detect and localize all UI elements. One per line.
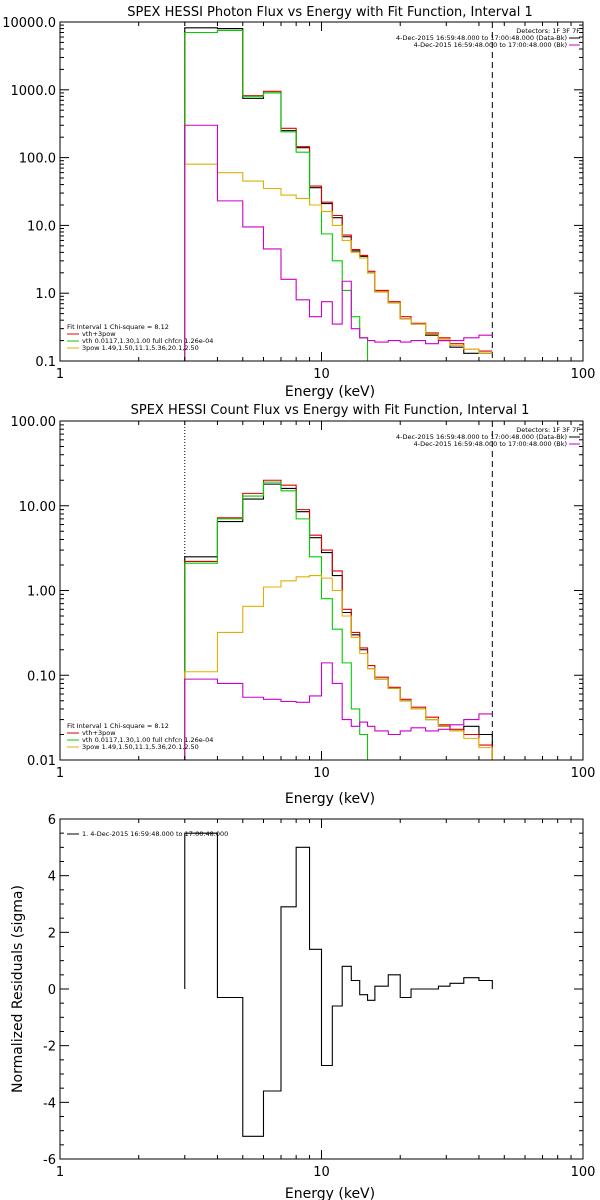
y-tick-label: 0.1 [35,355,56,370]
x-tick-label: 1 [56,1165,64,1180]
x-tick-label: 10 [313,766,330,781]
y-tick-label: 6 [48,813,56,828]
legend-left-text: 3pow 1.49,1.50,11.1,5.36,20.1,2.50 [82,344,199,352]
count-flux-xlabel: Energy (keV) [285,791,375,807]
y-tick-label: 0 [48,983,56,998]
count-flux-legend: Detectors: 1F 3F 7F4-Dec-2015 16:59:48.0… [67,426,580,751]
series-bk-line [184,662,493,760]
residuals-xlabel: Energy (keV) [285,1186,375,1200]
legend-left-text: vth 0.0117,1.30,1.00 full chfcn 1.26e-04 [82,337,213,345]
legend-right-text: 4-Dec-2015 16:59:48.000 to 17:00:48.000 … [396,433,567,441]
legend-right-text: 4-Dec-2015 16:59:48.000 to 17:00:48.000 … [396,34,567,42]
residuals-axes: 1 10 100 -6 -4 -2 0 2 4 6 [43,813,595,1180]
y-tick-label: -2 [43,1040,56,1055]
legend-left-text: vth+3pow [82,729,116,737]
photon-flux-xlabel: Energy (keV) [285,384,375,400]
photon-flux-legend: Detectors: 1F 3F 7F4-Dec-2015 16:59:48.0… [67,27,580,352]
x-tick-label: 1 [56,766,64,781]
legend-left-text: Fit Interval 1 Chi-square = 8.12 [67,722,169,730]
legend-left-text: vth 0.0117,1.30,1.00 full chfcn 1.26e-04 [82,736,213,744]
y-tick-label: 100.00 [11,415,57,430]
series-residuals-line [184,832,493,1137]
y-tick-label: 10.00 [19,500,56,515]
legend-left-text: vth+3pow [82,330,116,338]
residuals-ylabel: Normalized Residuals (sigma) [10,885,26,1093]
y-tick-label: 1.0 [35,287,56,302]
y-tick-label: 4 [48,870,56,885]
y-tick-label: 1000.0 [11,84,57,99]
y-tick-label: 1.00 [27,585,56,600]
x-tick-label: 1 [56,367,64,382]
series-3pow-line [184,163,493,361]
y-tick-label: 2 [48,926,56,941]
legend-left-text: Fit Interval 1 Chi-square = 8.12 [67,323,169,331]
legend-right-text: 4-Dec-2015 16:59:48.000 to 17:00:48.000 … [414,440,567,448]
legend-left-text: 3pow 1.49,1.50,11.1,5.36,20.1,2.50 [82,743,199,751]
y-tick-label: 10000.0 [2,16,56,31]
legend-right-text: 4-Dec-2015 16:59:48.000 to 17:00:48.000 … [414,41,567,49]
y-tick-label: 0.01 [27,754,56,769]
legend-right-text: Detectors: 1F 3F 7F [516,27,580,35]
y-tick-label: -6 [43,1153,56,1168]
series-bk-line [184,124,493,361]
y-tick-label: 0.10 [27,669,56,684]
photon-flux-title: SPEX HESSI Photon Flux vs Energy with Fi… [127,5,533,20]
y-tick-label: 100.0 [19,152,56,167]
residuals-panel: 1 10 100 -6 -4 -2 0 2 4 6 Energy (keV) Normalized… [10,813,595,1200]
count-flux-panel: SPEX HESSI Count Flux vs Energy with Fit… [11,403,596,807]
legend-left-text: 1. 4-Dec-2015 16:59:48.000 to 17:00:48.0… [82,830,228,838]
x-tick-label: 100 [571,1165,596,1180]
x-tick-label: 10 [313,367,330,382]
residuals-plot-area [184,832,493,1137]
photon-flux-panel: SPEX HESSI Photon Flux vs Energy with Fi… [2,5,595,400]
x-tick-label: 10 [313,1165,330,1180]
y-tick-label: -4 [43,1096,56,1111]
count-flux-title: SPEX HESSI Count Flux vs Energy with Fit… [131,403,530,418]
legend-right-text: Detectors: 1F 3F 7F [516,426,580,434]
count-flux-axes: 1 10 100 0.01 0.10 1.00 10.00 100.00 [11,415,596,781]
residuals-legend: 1. 4-Dec-2015 16:59:48.000 to 17:00:48.0… [67,830,228,838]
y-tick-label: 10.0 [27,219,56,234]
photon-flux-axes: 1 10 100 0.1 1.0 10.0 100.0 1000.0 10000.0 [2,16,595,382]
x-tick-label: 100 [571,766,596,781]
x-tick-label: 100 [571,367,596,382]
